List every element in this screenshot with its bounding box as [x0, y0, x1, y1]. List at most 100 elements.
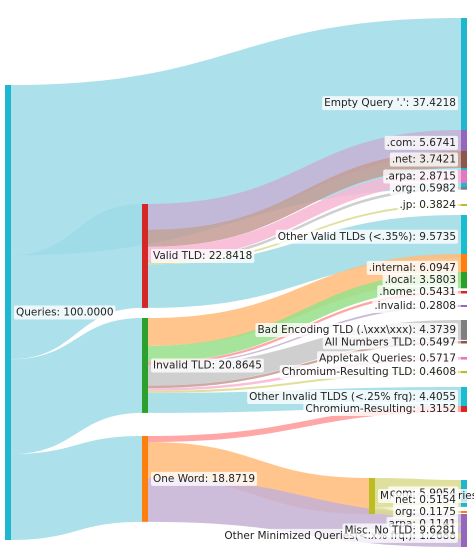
link-invalid-to-chromtld — [148, 371, 461, 393]
node-label-local: .local: 3.5803 — [382, 273, 458, 288]
node-label-bg-mnet — [393, 493, 459, 508]
node-label-text-badenc: Bad Encoding TLD (.\xxx\xxx): 4.3739 — [257, 324, 456, 336]
node-label-com: .com: 5.6741 — [384, 135, 458, 150]
node-otherinvalid — [461, 387, 467, 408]
node-label-text-com: .com: 5.6741 — [387, 137, 456, 149]
node-label-bg-allnum — [322, 335, 458, 350]
node-label-text-othervalid: Other Valid TLDs (<.35%): 9.5735 — [278, 231, 456, 243]
node-othervalid — [461, 215, 467, 259]
node-label-empty: Empty Query '.': 37.4218 — [322, 96, 458, 111]
node-label-bg-local — [382, 273, 458, 288]
node-internal — [461, 254, 467, 282]
link-invalid-to-allnum — [148, 341, 461, 389]
node-label-text-invalidtld: .invalid: 0.2808 — [374, 300, 456, 312]
node-label-mnet: net: 0.5154 — [393, 493, 459, 508]
node-label-text-local: .local: 3.5803 — [385, 274, 456, 286]
node-label-invalid: Invalid TLD: 20.8645 — [151, 358, 264, 373]
link-oneword-to-minimized — [148, 441, 369, 515]
node-appletalk — [461, 357, 467, 360]
node-label-text-mnet: net: 0.5154 — [395, 494, 456, 506]
node-label-bg-jp — [397, 198, 459, 212]
node-label-text-org: .org: 0.5982 — [392, 182, 456, 194]
node-misc — [461, 514, 467, 547]
node-label-home: .home: 0.5431 — [377, 285, 458, 300]
node-label-text-empty: Empty Query '.': 37.4218 — [324, 97, 456, 109]
node-jp — [461, 204, 467, 206]
node-label-text-chromtld: Chromium-Resulting TLD: 0.4608 — [282, 366, 456, 378]
node-morg — [461, 511, 467, 513]
node-label-text-chromres: Chromium-Resulting: 1.3152 — [305, 403, 456, 415]
node-label-arpa: .arpa: 2.8715 — [383, 169, 458, 184]
link-valid-to-com — [148, 130, 461, 230]
node-chromtld — [461, 371, 467, 374]
node-label-queries: Queries: 100.0000 — [14, 305, 116, 320]
node-label-bg-empty — [322, 96, 458, 111]
node-local — [461, 272, 467, 289]
node-label-bg-queries — [14, 305, 116, 320]
node-queries — [5, 85, 11, 540]
node-oneword — [142, 436, 148, 522]
node-label-bg-com — [384, 135, 458, 150]
node-label-invalidtld: .invalid: 0.2808 — [372, 299, 458, 313]
node-label-text-home: .home: 0.5431 — [379, 286, 456, 298]
node-label-bg-misc — [342, 523, 458, 538]
node-label-bg-invalid — [151, 358, 264, 373]
node-label-otherinvalid: Other Invalid TLDS (<.25% frq): 4.4055 — [247, 390, 458, 405]
node-label-bg-home — [377, 285, 458, 300]
node-label-misc: Misc. No TLD: 9.6281 — [342, 523, 458, 538]
node-label-appletalk: Appletalk Queries: 0.5717 — [317, 351, 458, 366]
node-label-bg-net — [389, 152, 458, 167]
node-empty — [461, 18, 467, 189]
node-invalidtld — [461, 305, 467, 307]
link-queries-to-empty — [11, 18, 461, 256]
node-label-bg-chromres — [303, 401, 458, 416]
node-label-bg-othervalid — [275, 229, 458, 244]
node-label-bg-org — [389, 181, 458, 196]
node-label-internal: .internal: 6.0947 — [366, 260, 458, 275]
node-label-text-valid: Valid TLD: 22.8418 — [153, 250, 252, 262]
node-label-bg-badenc — [255, 322, 458, 337]
node-label-othervalid: Other Valid TLDs (<.35%): 9.5735 — [275, 229, 458, 244]
link-queries-to-valid — [11, 204, 142, 360]
node-chromres — [461, 406, 467, 412]
node-arpa — [461, 170, 467, 184]
link-valid-to-org — [148, 187, 461, 263]
node-label-text-arpa: .arpa: 2.8715 — [385, 171, 456, 183]
node-label-text-morg: org: 0.1175 — [395, 506, 456, 518]
node-label-badenc: Bad Encoding TLD (.\xxx\xxx): 4.3739 — [255, 322, 458, 337]
node-net — [461, 151, 467, 169]
node-allnum — [461, 341, 467, 344]
node-label-text-oneword: One Word: 18.8719 — [153, 473, 255, 485]
node-label-bg-appletalk — [317, 351, 458, 366]
node-org — [461, 187, 467, 190]
node-com — [461, 130, 467, 156]
link-valid-to-arpa — [148, 170, 461, 260]
link-valid-to-net — [148, 151, 461, 247]
node-label-text-allnum: All Numbers TLD: 0.5497 — [325, 336, 456, 348]
node-label-text-misc: Misc. No TLD: 9.6281 — [345, 525, 456, 537]
sankey-labels: Queries: 100.0000 Empty Query '.': 37.421… — [14, 96, 474, 543]
node-minimized — [369, 478, 375, 515]
node-home — [461, 291, 467, 294]
node-label-chromtld: Chromium-Resulting TLD: 0.4608 — [279, 365, 458, 380]
node-label-text-jp: .jp: 0.3824 — [399, 199, 456, 211]
node-label-text-queries: Queries: 100.0000 — [16, 307, 114, 319]
node-label-allnum: All Numbers TLD: 0.5497 — [322, 335, 458, 350]
node-label-bg-chromtld — [279, 365, 458, 380]
node-label-bg-arpa — [383, 169, 458, 184]
node-label-text-net: .net: 3.7421 — [392, 154, 456, 166]
node-label-bg-morg — [393, 505, 458, 519]
node-label-bg-invalidtld — [372, 299, 458, 313]
node-label-morg: org: 0.1175 — [393, 505, 458, 519]
node-valid — [142, 204, 148, 308]
node-label-text-internal: .internal: 6.0947 — [369, 262, 456, 274]
node-label-valid: Valid TLD: 22.8418 — [151, 248, 255, 263]
node-label-org: .org: 0.5982 — [389, 181, 458, 196]
link-queries-to-invalid — [11, 318, 142, 455]
node-label-text-appletalk: Appletalk Queries: 0.5717 — [319, 352, 456, 364]
node-label-chromres: Chromium-Resulting: 1.3152 — [303, 401, 458, 416]
node-label-jp: .jp: 0.3824 — [397, 198, 459, 212]
node-badenc — [461, 320, 467, 340]
node-label-bg-internal — [366, 260, 458, 275]
